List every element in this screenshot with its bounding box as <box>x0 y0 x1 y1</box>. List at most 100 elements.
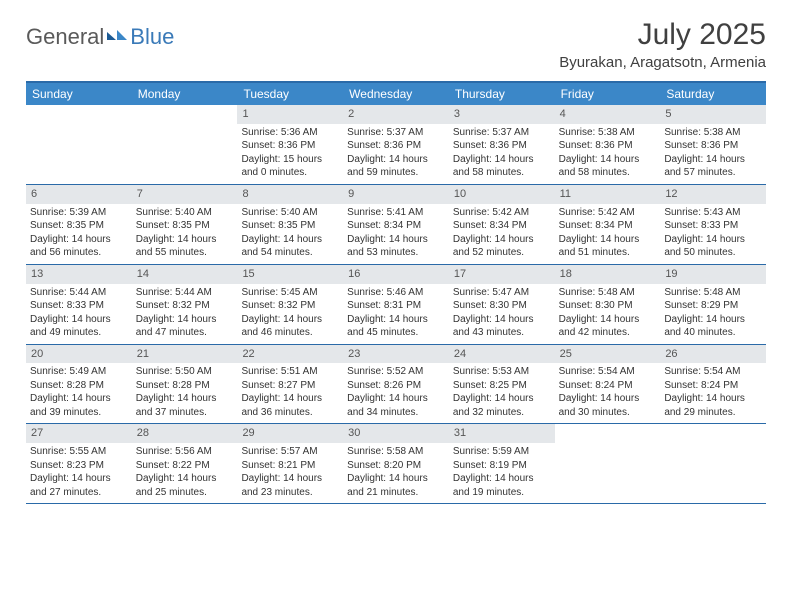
daylight-text: Daylight: 14 hours and 32 minutes. <box>453 392 551 419</box>
day-content: Sunrise: 5:47 AMSunset: 8:30 PMDaylight:… <box>449 284 555 344</box>
sunrise-text: Sunrise: 5:37 AM <box>347 126 445 140</box>
day-number: 11 <box>555 185 661 204</box>
day-content: Sunrise: 5:38 AMSunset: 8:36 PMDaylight:… <box>555 124 661 184</box>
daylight-text: Daylight: 14 hours and 59 minutes. <box>347 153 445 180</box>
sunset-text: Sunset: 8:23 PM <box>30 459 128 473</box>
weekday-header: Wednesday <box>343 83 449 105</box>
calendar-day: 8Sunrise: 5:40 AMSunset: 8:35 PMDaylight… <box>237 185 343 264</box>
day-number: 29 <box>237 424 343 443</box>
day-number: 8 <box>237 185 343 204</box>
sunrise-text: Sunrise: 5:38 AM <box>559 126 657 140</box>
daylight-text: Daylight: 14 hours and 42 minutes. <box>559 313 657 340</box>
day-number: 16 <box>343 265 449 284</box>
calendar-day: 23Sunrise: 5:52 AMSunset: 8:26 PMDayligh… <box>343 345 449 424</box>
sunrise-text: Sunrise: 5:50 AM <box>136 365 234 379</box>
sunrise-text: Sunrise: 5:36 AM <box>241 126 339 140</box>
day-number: 30 <box>343 424 449 443</box>
day-content: Sunrise: 5:52 AMSunset: 8:26 PMDaylight:… <box>343 363 449 423</box>
calendar-day: . <box>132 105 238 184</box>
day-content: Sunrise: 5:40 AMSunset: 8:35 PMDaylight:… <box>132 204 238 264</box>
calendar-day: 21Sunrise: 5:50 AMSunset: 8:28 PMDayligh… <box>132 345 238 424</box>
daylight-text: Daylight: 14 hours and 47 minutes. <box>136 313 234 340</box>
sunset-text: Sunset: 8:21 PM <box>241 459 339 473</box>
calendar-day: 25Sunrise: 5:54 AMSunset: 8:24 PMDayligh… <box>555 345 661 424</box>
daylight-text: Daylight: 14 hours and 29 minutes. <box>664 392 762 419</box>
weekday-header: Sunday <box>26 83 132 105</box>
sunrise-text: Sunrise: 5:52 AM <box>347 365 445 379</box>
daylight-text: Daylight: 14 hours and 36 minutes. <box>241 392 339 419</box>
day-content: Sunrise: 5:41 AMSunset: 8:34 PMDaylight:… <box>343 204 449 264</box>
day-content: Sunrise: 5:54 AMSunset: 8:24 PMDaylight:… <box>555 363 661 423</box>
calendar-day: 12Sunrise: 5:43 AMSunset: 8:33 PMDayligh… <box>660 185 766 264</box>
day-number: 23 <box>343 345 449 364</box>
day-number: 18 <box>555 265 661 284</box>
daylight-text: Daylight: 14 hours and 52 minutes. <box>453 233 551 260</box>
calendar-week: 13Sunrise: 5:44 AMSunset: 8:33 PMDayligh… <box>26 265 766 345</box>
sunset-text: Sunset: 8:35 PM <box>30 219 128 233</box>
sunset-text: Sunset: 8:30 PM <box>559 299 657 313</box>
sunrise-text: Sunrise: 5:48 AM <box>559 286 657 300</box>
sunset-text: Sunset: 8:24 PM <box>664 379 762 393</box>
daylight-text: Daylight: 14 hours and 43 minutes. <box>453 313 551 340</box>
day-number: 14 <box>132 265 238 284</box>
day-content: Sunrise: 5:45 AMSunset: 8:32 PMDaylight:… <box>237 284 343 344</box>
daylight-text: Daylight: 14 hours and 49 minutes. <box>30 313 128 340</box>
day-number: 26 <box>660 345 766 364</box>
day-content: Sunrise: 5:54 AMSunset: 8:24 PMDaylight:… <box>660 363 766 423</box>
daylight-text: Daylight: 14 hours and 45 minutes. <box>347 313 445 340</box>
calendar-day: 18 Sunrise: 5:48 AMSunset: 8:30 PMDayligh… <box>555 265 661 344</box>
sunrise-text: Sunrise: 5:57 AM <box>241 445 339 459</box>
day-content: Sunrise: 5:51 AMSunset: 8:27 PMDaylight:… <box>237 363 343 423</box>
calendar-day: 26Sunrise: 5:54 AMSunset: 8:24 PMDayligh… <box>660 345 766 424</box>
calendar-day: 20Sunrise: 5:49 AMSunset: 8:28 PMDayligh… <box>26 345 132 424</box>
sunset-text: Sunset: 8:34 PM <box>559 219 657 233</box>
calendar-day: 17Sunrise: 5:47 AMSunset: 8:30 PMDayligh… <box>449 265 555 344</box>
sunset-text: Sunset: 8:32 PM <box>136 299 234 313</box>
location-label: Byurakan, Aragatsotn, Armenia <box>559 54 766 71</box>
sunrise-text: Sunrise: 5:54 AM <box>664 365 762 379</box>
calendar-day: 4Sunrise: 5:38 AMSunset: 8:36 PMDaylight… <box>555 105 661 184</box>
calendar-day: 29Sunrise: 5:57 AMSunset: 8:21 PMDayligh… <box>237 424 343 503</box>
daylight-text: Daylight: 14 hours and 19 minutes. <box>453 472 551 499</box>
day-number: 24 <box>449 345 555 364</box>
day-content: Sunrise: 5:44 AMSunset: 8:32 PMDaylight:… <box>132 284 238 344</box>
sunrise-text: Sunrise: 5:48 AM <box>664 286 762 300</box>
daylight-text: Daylight: 15 hours and 0 minutes. <box>241 153 339 180</box>
sunset-text: Sunset: 8:36 PM <box>241 139 339 153</box>
calendar-day: 11Sunrise: 5:42 AMSunset: 8:34 PMDayligh… <box>555 185 661 264</box>
calendar-day: 7Sunrise: 5:40 AMSunset: 8:35 PMDaylight… <box>132 185 238 264</box>
calendar-day: 1Sunrise: 5:36 AMSunset: 8:36 PMDaylight… <box>237 105 343 184</box>
sunset-text: Sunset: 8:36 PM <box>453 139 551 153</box>
sunset-text: Sunset: 8:27 PM <box>241 379 339 393</box>
logo-text-blue: Blue <box>130 24 174 50</box>
calendar-day: 19Sunrise: 5:48 AMSunset: 8:29 PMDayligh… <box>660 265 766 344</box>
daylight-text: Daylight: 14 hours and 37 minutes. <box>136 392 234 419</box>
day-content: Sunrise: 5:36 AMSunset: 8:36 PMDaylight:… <box>237 124 343 184</box>
sunset-text: Sunset: 8:34 PM <box>347 219 445 233</box>
day-number: 31 <box>449 424 555 443</box>
sunrise-text: Sunrise: 5:43 AM <box>664 206 762 220</box>
day-content: Sunrise: 5:57 AMSunset: 8:21 PMDaylight:… <box>237 443 343 503</box>
day-content: Sunrise: 5:49 AMSunset: 8:28 PMDaylight:… <box>26 363 132 423</box>
weekday-header: Friday <box>555 83 661 105</box>
calendar-day: 31Sunrise: 5:59 AMSunset: 8:19 PMDayligh… <box>449 424 555 503</box>
sunrise-text: Sunrise: 5:46 AM <box>347 286 445 300</box>
calendar-day: 30Sunrise: 5:58 AMSunset: 8:20 PMDayligh… <box>343 424 449 503</box>
day-number: 9 <box>343 185 449 204</box>
daylight-text: Daylight: 14 hours and 23 minutes. <box>241 472 339 499</box>
day-content: Sunrise: 5:37 AMSunset: 8:36 PMDaylight:… <box>343 124 449 184</box>
logo-flag-icon <box>106 26 128 49</box>
daylight-text: Daylight: 14 hours and 30 minutes. <box>559 392 657 419</box>
sunset-text: Sunset: 8:36 PM <box>664 139 762 153</box>
day-number: 2 <box>343 105 449 124</box>
day-number: 19 <box>660 265 766 284</box>
sunrise-text: Sunrise: 5:54 AM <box>559 365 657 379</box>
sunset-text: Sunset: 8:30 PM <box>453 299 551 313</box>
sunset-text: Sunset: 8:34 PM <box>453 219 551 233</box>
sunrise-text: Sunrise: 5:53 AM <box>453 365 551 379</box>
calendar-day: 2Sunrise: 5:37 AMSunset: 8:36 PMDaylight… <box>343 105 449 184</box>
calendar-day: 24Sunrise: 5:53 AMSunset: 8:25 PMDayligh… <box>449 345 555 424</box>
day-content: Sunrise: 5:38 AMSunset: 8:36 PMDaylight:… <box>660 124 766 184</box>
sunset-text: Sunset: 8:32 PM <box>241 299 339 313</box>
daylight-text: Daylight: 14 hours and 39 minutes. <box>30 392 128 419</box>
